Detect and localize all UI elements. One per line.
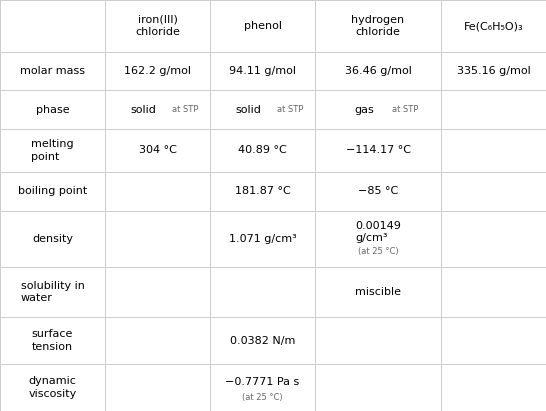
Text: (at 25 °C): (at 25 °C) (242, 393, 283, 402)
Text: iron(III)
chloride: iron(III) chloride (135, 15, 180, 37)
Text: miscible: miscible (355, 287, 401, 297)
Text: solid: solid (236, 105, 262, 115)
Text: 181.87 °C: 181.87 °C (235, 186, 290, 196)
Text: −0.7771 Pa s: −0.7771 Pa s (225, 377, 300, 387)
Text: 0.00149
g/cm³: 0.00149 g/cm³ (355, 221, 401, 243)
Text: 36.46 g/mol: 36.46 g/mol (345, 66, 412, 76)
Text: surface
tension: surface tension (32, 329, 73, 352)
Text: 1.071 g/cm³: 1.071 g/cm³ (229, 234, 296, 244)
Text: 40.89 °C: 40.89 °C (238, 145, 287, 155)
Text: dynamic
viscosity: dynamic viscosity (28, 376, 76, 399)
Text: 335.16 g/mol: 335.16 g/mol (456, 66, 530, 76)
Text: (at 25 °C): (at 25 °C) (358, 247, 399, 256)
Text: Fe(C₆H₅O)₃: Fe(C₆H₅O)₃ (464, 21, 523, 31)
Text: molar mass: molar mass (20, 66, 85, 76)
Text: phase: phase (35, 105, 69, 115)
Text: solubility in
water: solubility in water (21, 281, 85, 303)
Text: phenol: phenol (244, 21, 282, 31)
Text: 94.11 g/mol: 94.11 g/mol (229, 66, 296, 76)
Text: solid: solid (131, 105, 157, 115)
Text: −85 °C: −85 °C (358, 186, 398, 196)
Text: 304 °C: 304 °C (139, 145, 176, 155)
Text: gas: gas (354, 105, 374, 115)
Text: at STP: at STP (392, 105, 418, 114)
Text: melting
point: melting point (31, 139, 74, 162)
Text: 0.0382 N/m: 0.0382 N/m (230, 335, 295, 346)
Text: at STP: at STP (171, 105, 198, 114)
Text: −114.17 °C: −114.17 °C (346, 145, 411, 155)
Text: boiling point: boiling point (18, 186, 87, 196)
Text: 162.2 g/mol: 162.2 g/mol (124, 66, 191, 76)
Text: density: density (32, 234, 73, 244)
Text: hydrogen
chloride: hydrogen chloride (352, 15, 405, 37)
Text: at STP: at STP (277, 105, 303, 114)
